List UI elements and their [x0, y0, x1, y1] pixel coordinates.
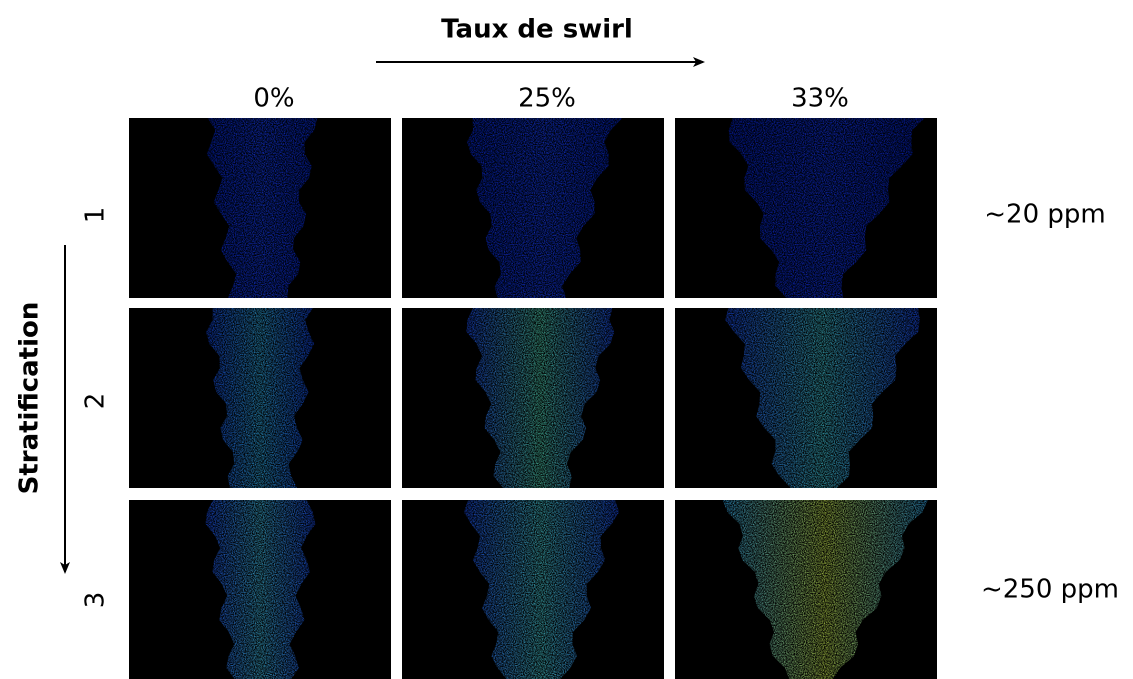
annotation: ~250 ppm: [981, 575, 1119, 605]
plume: [206, 308, 315, 488]
annotation: ~20 ppm: [984, 200, 1105, 230]
plume: [205, 500, 316, 679]
image-grid: [129, 118, 937, 679]
plume: [728, 118, 925, 298]
plume: [206, 118, 318, 298]
column-label: 0%: [253, 84, 294, 114]
column-label: 25%: [518, 84, 576, 114]
plume: [725, 308, 920, 488]
row-label: 2: [81, 393, 111, 410]
plume: [467, 118, 623, 298]
title: Taux de swirl: [441, 15, 633, 45]
plume: [466, 308, 615, 488]
plume: [463, 500, 620, 679]
row-label: 3: [81, 592, 111, 609]
axis-label: Stratification: [15, 302, 45, 495]
row-label: 1: [81, 207, 111, 224]
plume: [722, 500, 928, 679]
column-label: 33%: [791, 84, 849, 114]
